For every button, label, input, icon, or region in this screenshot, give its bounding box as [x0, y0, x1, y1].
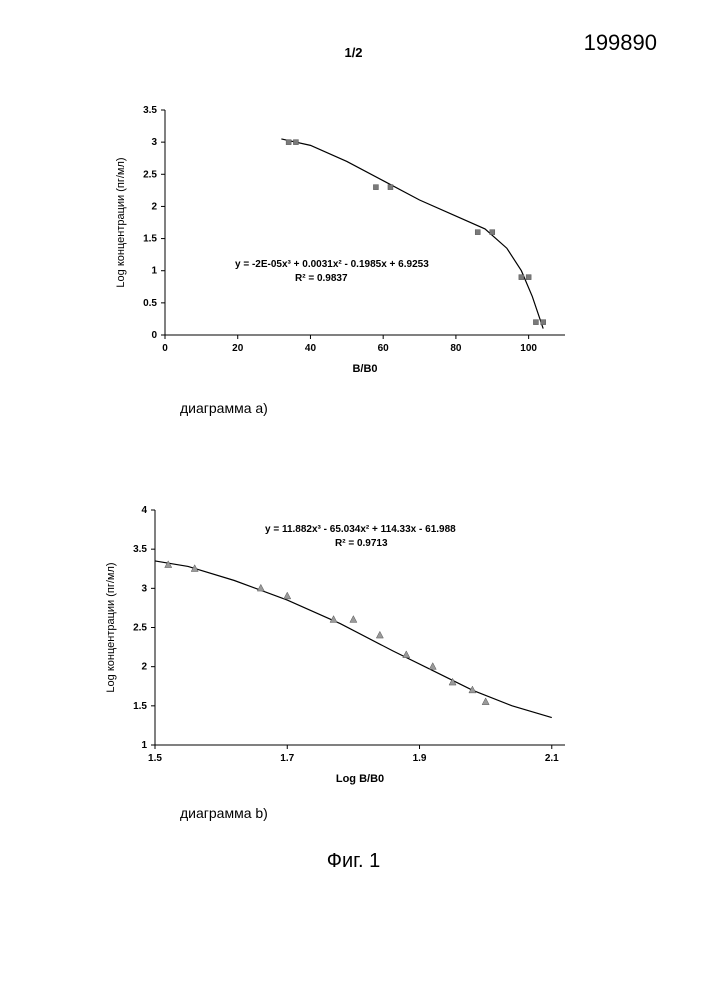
svg-text:1: 1: [141, 740, 147, 751]
svg-text:3: 3: [151, 137, 157, 148]
svg-text:1.5: 1.5: [148, 753, 162, 764]
svg-text:y = -2E-05x³ + 0.0031x² - 0.19: y = -2E-05x³ + 0.0031x² - 0.1985x + 6.92…: [235, 259, 429, 270]
svg-text:R² = 0.9837: R² = 0.9837: [295, 273, 348, 284]
svg-text:60: 60: [378, 343, 390, 354]
svg-text:1: 1: [151, 266, 157, 277]
document-id: 199890: [584, 30, 657, 56]
svg-text:4: 4: [141, 505, 147, 516]
svg-text:3.5: 3.5: [133, 544, 147, 555]
svg-text:y = 11.882x³ - 65.034x² + 114.: y = 11.882x³ - 65.034x² + 114.33x - 61.9…: [265, 524, 456, 535]
svg-text:Log концентрации (пг/мл): Log концентрации (пг/мл): [105, 562, 117, 692]
svg-text:R² = 0.9713: R² = 0.9713: [335, 538, 388, 549]
svg-text:1.5: 1.5: [133, 701, 147, 712]
svg-text:2: 2: [141, 662, 147, 673]
chart-a: 0 20 40 60 80 100 0 0.5 1 1.5 2 2.5 3 3.5 B/B0 Log конц…: [110, 100, 580, 380]
svg-text:40: 40: [305, 343, 317, 354]
svg-text:B/B0: B/B0: [352, 363, 377, 375]
figure-label: Фиг. 1: [327, 850, 380, 873]
svg-text:Log концентрации (пг/мл): Log концентрации (пг/мл): [115, 157, 127, 287]
chart-b: 1.51.71.92.111.522.533.54Log B/B0Log кон…: [100, 500, 580, 790]
chart-b-svg: 1.51.71.92.111.522.533.54Log B/B0Log кон…: [100, 500, 580, 790]
svg-text:0.5: 0.5: [143, 298, 157, 309]
chart-b-caption: диаграмма b): [180, 805, 268, 821]
chart-a-caption: диаграмма a): [180, 400, 268, 416]
svg-text:2.5: 2.5: [133, 623, 147, 634]
svg-text:1.7: 1.7: [280, 753, 294, 764]
svg-text:2.1: 2.1: [545, 753, 559, 764]
svg-text:2.5: 2.5: [143, 169, 157, 180]
svg-text:2: 2: [151, 201, 157, 212]
svg-text:0: 0: [151, 330, 157, 341]
svg-text:3.5: 3.5: [143, 105, 157, 116]
svg-text:100: 100: [520, 343, 537, 354]
svg-text:0: 0: [162, 343, 168, 354]
svg-text:1.5: 1.5: [143, 234, 157, 245]
page-number: 1/2: [344, 45, 362, 60]
svg-text:20: 20: [232, 343, 244, 354]
svg-text:80: 80: [450, 343, 462, 354]
svg-text:1.9: 1.9: [413, 753, 427, 764]
svg-text:3: 3: [141, 583, 147, 594]
chart-a-svg: 0 20 40 60 80 100 0 0.5 1 1.5 2 2.5 3 3.5 B/B0 Log конц…: [110, 100, 580, 380]
svg-text:Log B/B0: Log B/B0: [336, 773, 384, 785]
